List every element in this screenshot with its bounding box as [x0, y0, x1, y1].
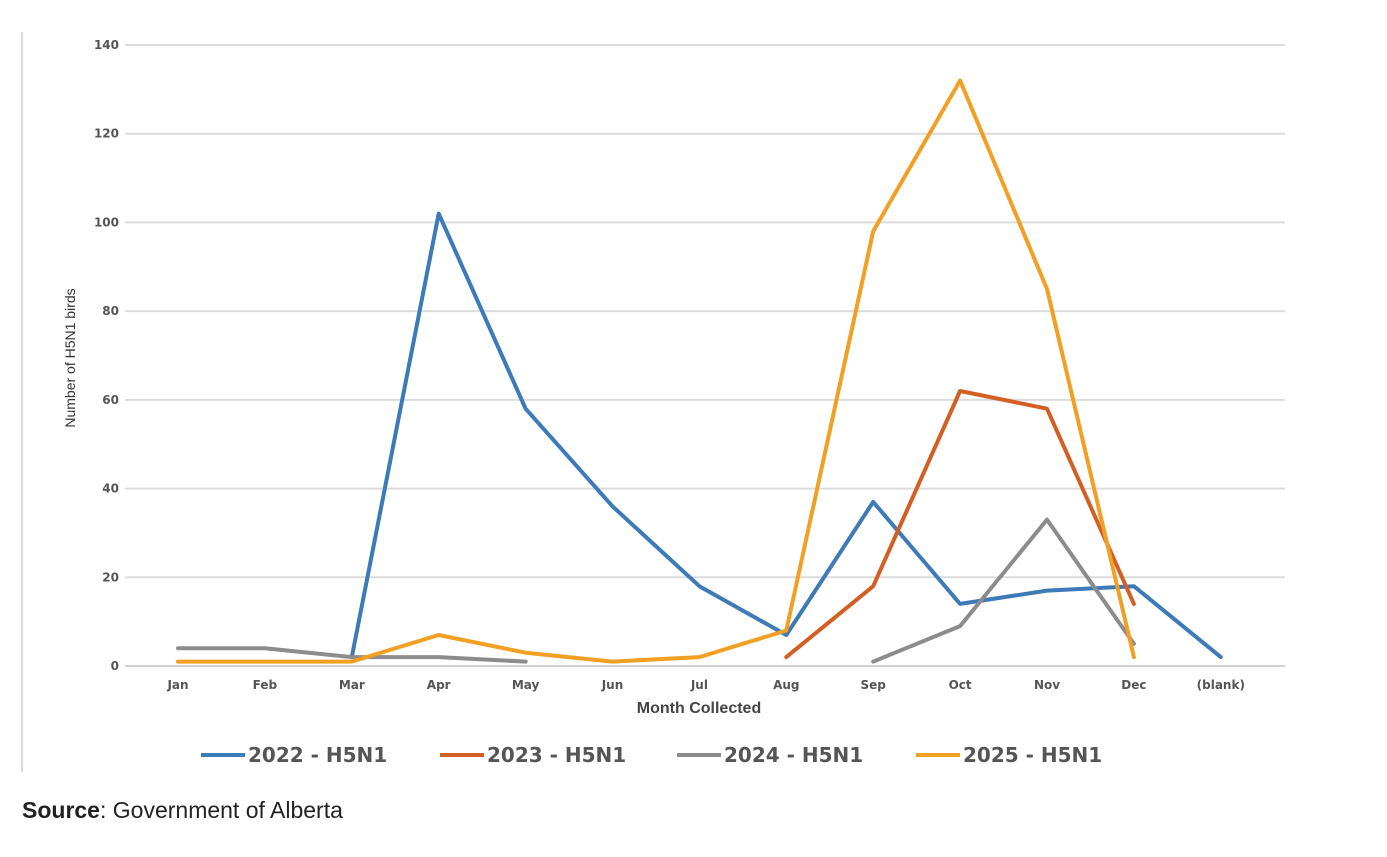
y-tick-label: 40 — [102, 482, 119, 496]
y-tick-label: 0 — [111, 659, 119, 673]
x-axis-title: Month Collected — [637, 700, 761, 717]
x-tick-label: (blank) — [1197, 678, 1245, 692]
legend-item: 2022 - H5N1 — [201, 743, 387, 767]
series-lines — [176, 78, 1223, 664]
series-line-3 — [176, 646, 528, 664]
x-tick-label: Dec — [1121, 678, 1146, 692]
legend-item: 2025 - H5N1 — [916, 743, 1102, 767]
y-tick-label: 100 — [94, 215, 119, 229]
source-label: Source — [22, 797, 100, 823]
y-tick-label: 120 — [94, 127, 119, 141]
x-tick-label: Mar — [339, 678, 365, 692]
series-line-4 — [176, 78, 1136, 664]
chart-area: 0 20 40 60 80 100 120 140 Jan Feb Mar Apr May Jun Jul… — [21, 32, 1333, 772]
x-tick-label: Apr — [427, 678, 451, 692]
y-tick-label: 60 — [102, 393, 119, 407]
legend-label: 2024 - H5N1 — [724, 743, 863, 767]
x-tick-label: May — [512, 678, 540, 692]
x-tick-label: Jun — [601, 678, 624, 692]
line-chart: 0 20 40 60 80 100 120 140 Jan Feb Mar Apr May Jun Jul… — [62, 38, 1285, 767]
y-axis-ticks: 0 20 40 60 80 100 120 140 — [94, 38, 119, 673]
legend-label: 2023 - H5N1 — [487, 743, 626, 767]
series-line-3 — [871, 517, 1136, 664]
legend-label: 2022 - H5N1 — [248, 743, 387, 767]
y-tick-label: 140 — [94, 38, 119, 52]
source-note: Source: Government of Alberta — [22, 797, 343, 824]
legend-item: 2024 - H5N1 — [677, 743, 863, 767]
x-tick-label: Oct — [949, 678, 972, 692]
series-line-1 — [349, 211, 1223, 660]
x-tick-label: Jul — [690, 678, 708, 692]
x-tick-label: Sep — [861, 678, 887, 692]
source-text: : Government of Alberta — [99, 797, 343, 823]
legend-item: 2023 - H5N1 — [440, 743, 626, 767]
y-axis-title: Number of H5N1 birds — [62, 288, 78, 427]
x-tick-label: Feb — [253, 678, 278, 692]
gridlines — [125, 44, 1285, 667]
y-tick-label: 20 — [102, 570, 119, 584]
legend: 2022 - H5N1 2023 - H5N1 2024 - H5N1 2025 - … — [201, 743, 1102, 767]
x-tick-label: Aug — [773, 678, 799, 692]
x-tick-label: Nov — [1034, 678, 1060, 692]
legend-label: 2025 - H5N1 — [963, 743, 1102, 767]
series-line-2 — [784, 389, 1136, 660]
x-tick-label: Jan — [166, 678, 188, 692]
x-axis-ticks: Jan Feb Mar Apr May Jun Jul Aug Sep Oct Nov Dec (bla… — [166, 678, 1245, 692]
y-tick-label: 80 — [102, 304, 119, 318]
